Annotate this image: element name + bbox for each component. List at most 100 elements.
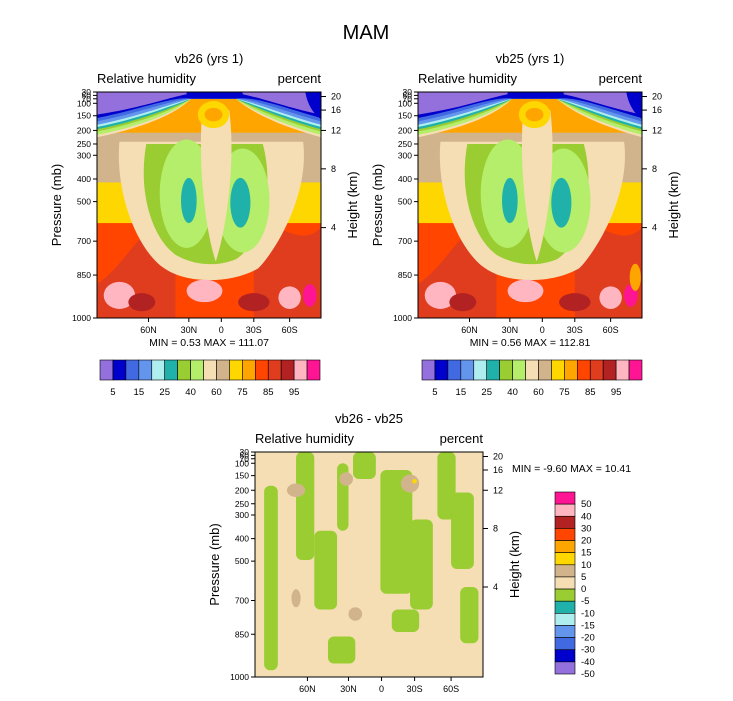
colorbar-label: 40 bbox=[185, 387, 196, 398]
height-tick-label: 20 bbox=[652, 92, 662, 102]
colorbar-label: 40 bbox=[581, 511, 592, 522]
colorbar-swatch bbox=[112, 359, 127, 381]
diff-tan-4 bbox=[291, 589, 301, 608]
latitude-tick-label: 60S bbox=[603, 325, 619, 335]
diff-negative-patch-8 bbox=[451, 492, 474, 569]
colorbar-label: 5 bbox=[110, 387, 115, 398]
diff-negative-patch-10 bbox=[391, 609, 420, 632]
pressure-tick-label: 70 bbox=[82, 94, 92, 104]
pressure-tick-label: 50 bbox=[82, 90, 92, 100]
pressure-tick-label: 700 bbox=[77, 236, 91, 246]
colorbar-swatch bbox=[554, 503, 576, 517]
rh-strat-blue-corner bbox=[305, 92, 321, 120]
diff-yellow-1 bbox=[412, 479, 417, 484]
colorbar-swatch bbox=[554, 661, 576, 675]
colorbar-swatch bbox=[554, 600, 576, 614]
colorbar-swatch bbox=[525, 359, 539, 381]
pressure-tick-label: 70 bbox=[403, 94, 413, 104]
min-max-label: MIN = -9.60 MAX = 10.41 bbox=[512, 463, 631, 475]
colorbar-label: 75 bbox=[559, 387, 570, 398]
colorbar-label: 15 bbox=[456, 387, 467, 398]
plot-frame bbox=[96, 91, 322, 319]
diff-negative-patch-5 bbox=[380, 470, 413, 594]
panels: vb26 (yrs 1)Relative humidity percent3050… bbox=[49, 51, 681, 694]
colorbar-label: 85 bbox=[263, 387, 274, 398]
pressure-tick-label: 1000 bbox=[230, 672, 249, 682]
pressure-tick-label: 400 bbox=[398, 174, 412, 184]
diff-tan-3 bbox=[400, 474, 420, 493]
colorbar-swatch bbox=[499, 359, 513, 381]
diff-negative-patch-0 bbox=[264, 485, 278, 671]
colorbar-label: -30 bbox=[581, 645, 595, 656]
diff-tan-1 bbox=[286, 483, 306, 497]
colorbar-swatch bbox=[460, 359, 475, 381]
min-max-label: MIN = 0.56 MAX = 112.81 bbox=[470, 337, 591, 349]
colorbar-swatch bbox=[554, 552, 576, 566]
pressure-tick-label: 30 bbox=[403, 87, 413, 97]
pressure-tick-label: 100 bbox=[235, 458, 249, 468]
plot-frame bbox=[417, 91, 643, 319]
rh-strat-purple-right bbox=[242, 92, 321, 115]
colorbar-swatch bbox=[576, 359, 591, 381]
pressure-tick-label: 30 bbox=[240, 447, 250, 457]
right-axis-title: Height (km) bbox=[345, 171, 360, 238]
rh-teal-left bbox=[181, 177, 197, 224]
pressure-tick-label: 1000 bbox=[393, 313, 412, 323]
rh-pink-center bbox=[186, 279, 223, 303]
colorbar-label: 25 bbox=[159, 387, 170, 398]
pressure-tick-label: 300 bbox=[235, 510, 249, 520]
height-tick-label: 20 bbox=[493, 452, 503, 462]
rh-strat-blue-corner bbox=[626, 92, 642, 120]
colorbar-label: 20 bbox=[581, 536, 592, 547]
pressure-tick-label: 250 bbox=[235, 499, 249, 509]
height-tick-label: 8 bbox=[652, 164, 657, 174]
colorbar-swatch bbox=[554, 637, 576, 651]
pressure-tick-label: 250 bbox=[398, 139, 412, 149]
height-tick-label: 8 bbox=[493, 524, 498, 534]
pressure-tick-label: 200 bbox=[235, 485, 249, 495]
y-axis-title: Pressure (mb) bbox=[207, 523, 222, 605]
colorbar-label: -50 bbox=[581, 669, 595, 680]
colorbar-swatch bbox=[254, 359, 269, 381]
plot-area bbox=[255, 452, 483, 677]
pressure-tick-label: 150 bbox=[235, 471, 249, 481]
pressure-tick-label: 500 bbox=[398, 197, 412, 207]
rh-strat-purple-left bbox=[97, 92, 187, 115]
rh-pink-center bbox=[507, 279, 544, 303]
colorbar-label: 15 bbox=[581, 548, 592, 559]
colorbar-label: 95 bbox=[611, 387, 622, 398]
colorbar-swatch bbox=[434, 359, 449, 381]
pressure-tick-label: 70 bbox=[240, 454, 250, 464]
latitude-tick-label: 60S bbox=[282, 325, 298, 335]
colorbar-label: 30 bbox=[581, 523, 592, 534]
panel-title: vb26 (yrs 1) bbox=[175, 51, 244, 66]
left-header-label: Relative humidity bbox=[97, 71, 196, 86]
pressure-tick-label: 200 bbox=[77, 125, 91, 135]
colorbar-label: 95 bbox=[289, 387, 300, 398]
rh-magenta-right bbox=[303, 284, 317, 307]
height-tick-label: 12 bbox=[652, 125, 662, 135]
colorbar-swatch bbox=[203, 359, 217, 381]
rh-darkred-left bbox=[128, 293, 156, 312]
colorbar-swatch bbox=[554, 576, 576, 590]
colorbar-label: -15 bbox=[581, 620, 595, 631]
rh-orange-cap bbox=[204, 107, 223, 122]
colorbar-swatch bbox=[554, 649, 576, 663]
colorbar-label: 85 bbox=[585, 387, 596, 398]
diff-negative-patch-4 bbox=[353, 452, 376, 479]
colorbar-swatch bbox=[554, 625, 576, 638]
colorbar-swatch bbox=[554, 564, 576, 578]
colorbar-swatch bbox=[602, 359, 617, 381]
latitude-tick-label: 0 bbox=[540, 325, 545, 335]
colorbar-swatch bbox=[486, 359, 500, 381]
height-tick-label: 16 bbox=[331, 105, 341, 115]
colorbar-swatch bbox=[293, 359, 308, 381]
pressure-tick-label: 300 bbox=[77, 150, 91, 160]
colorbar-swatch bbox=[164, 359, 178, 381]
rh-pink-left bbox=[424, 281, 457, 309]
latitude-tick-label: 60N bbox=[299, 684, 316, 694]
height-tick-label: 8 bbox=[331, 164, 336, 174]
colorbar-swatch bbox=[554, 491, 576, 505]
y-axis-title: Pressure (mb) bbox=[370, 164, 385, 246]
diff-tan-5 bbox=[348, 607, 363, 621]
